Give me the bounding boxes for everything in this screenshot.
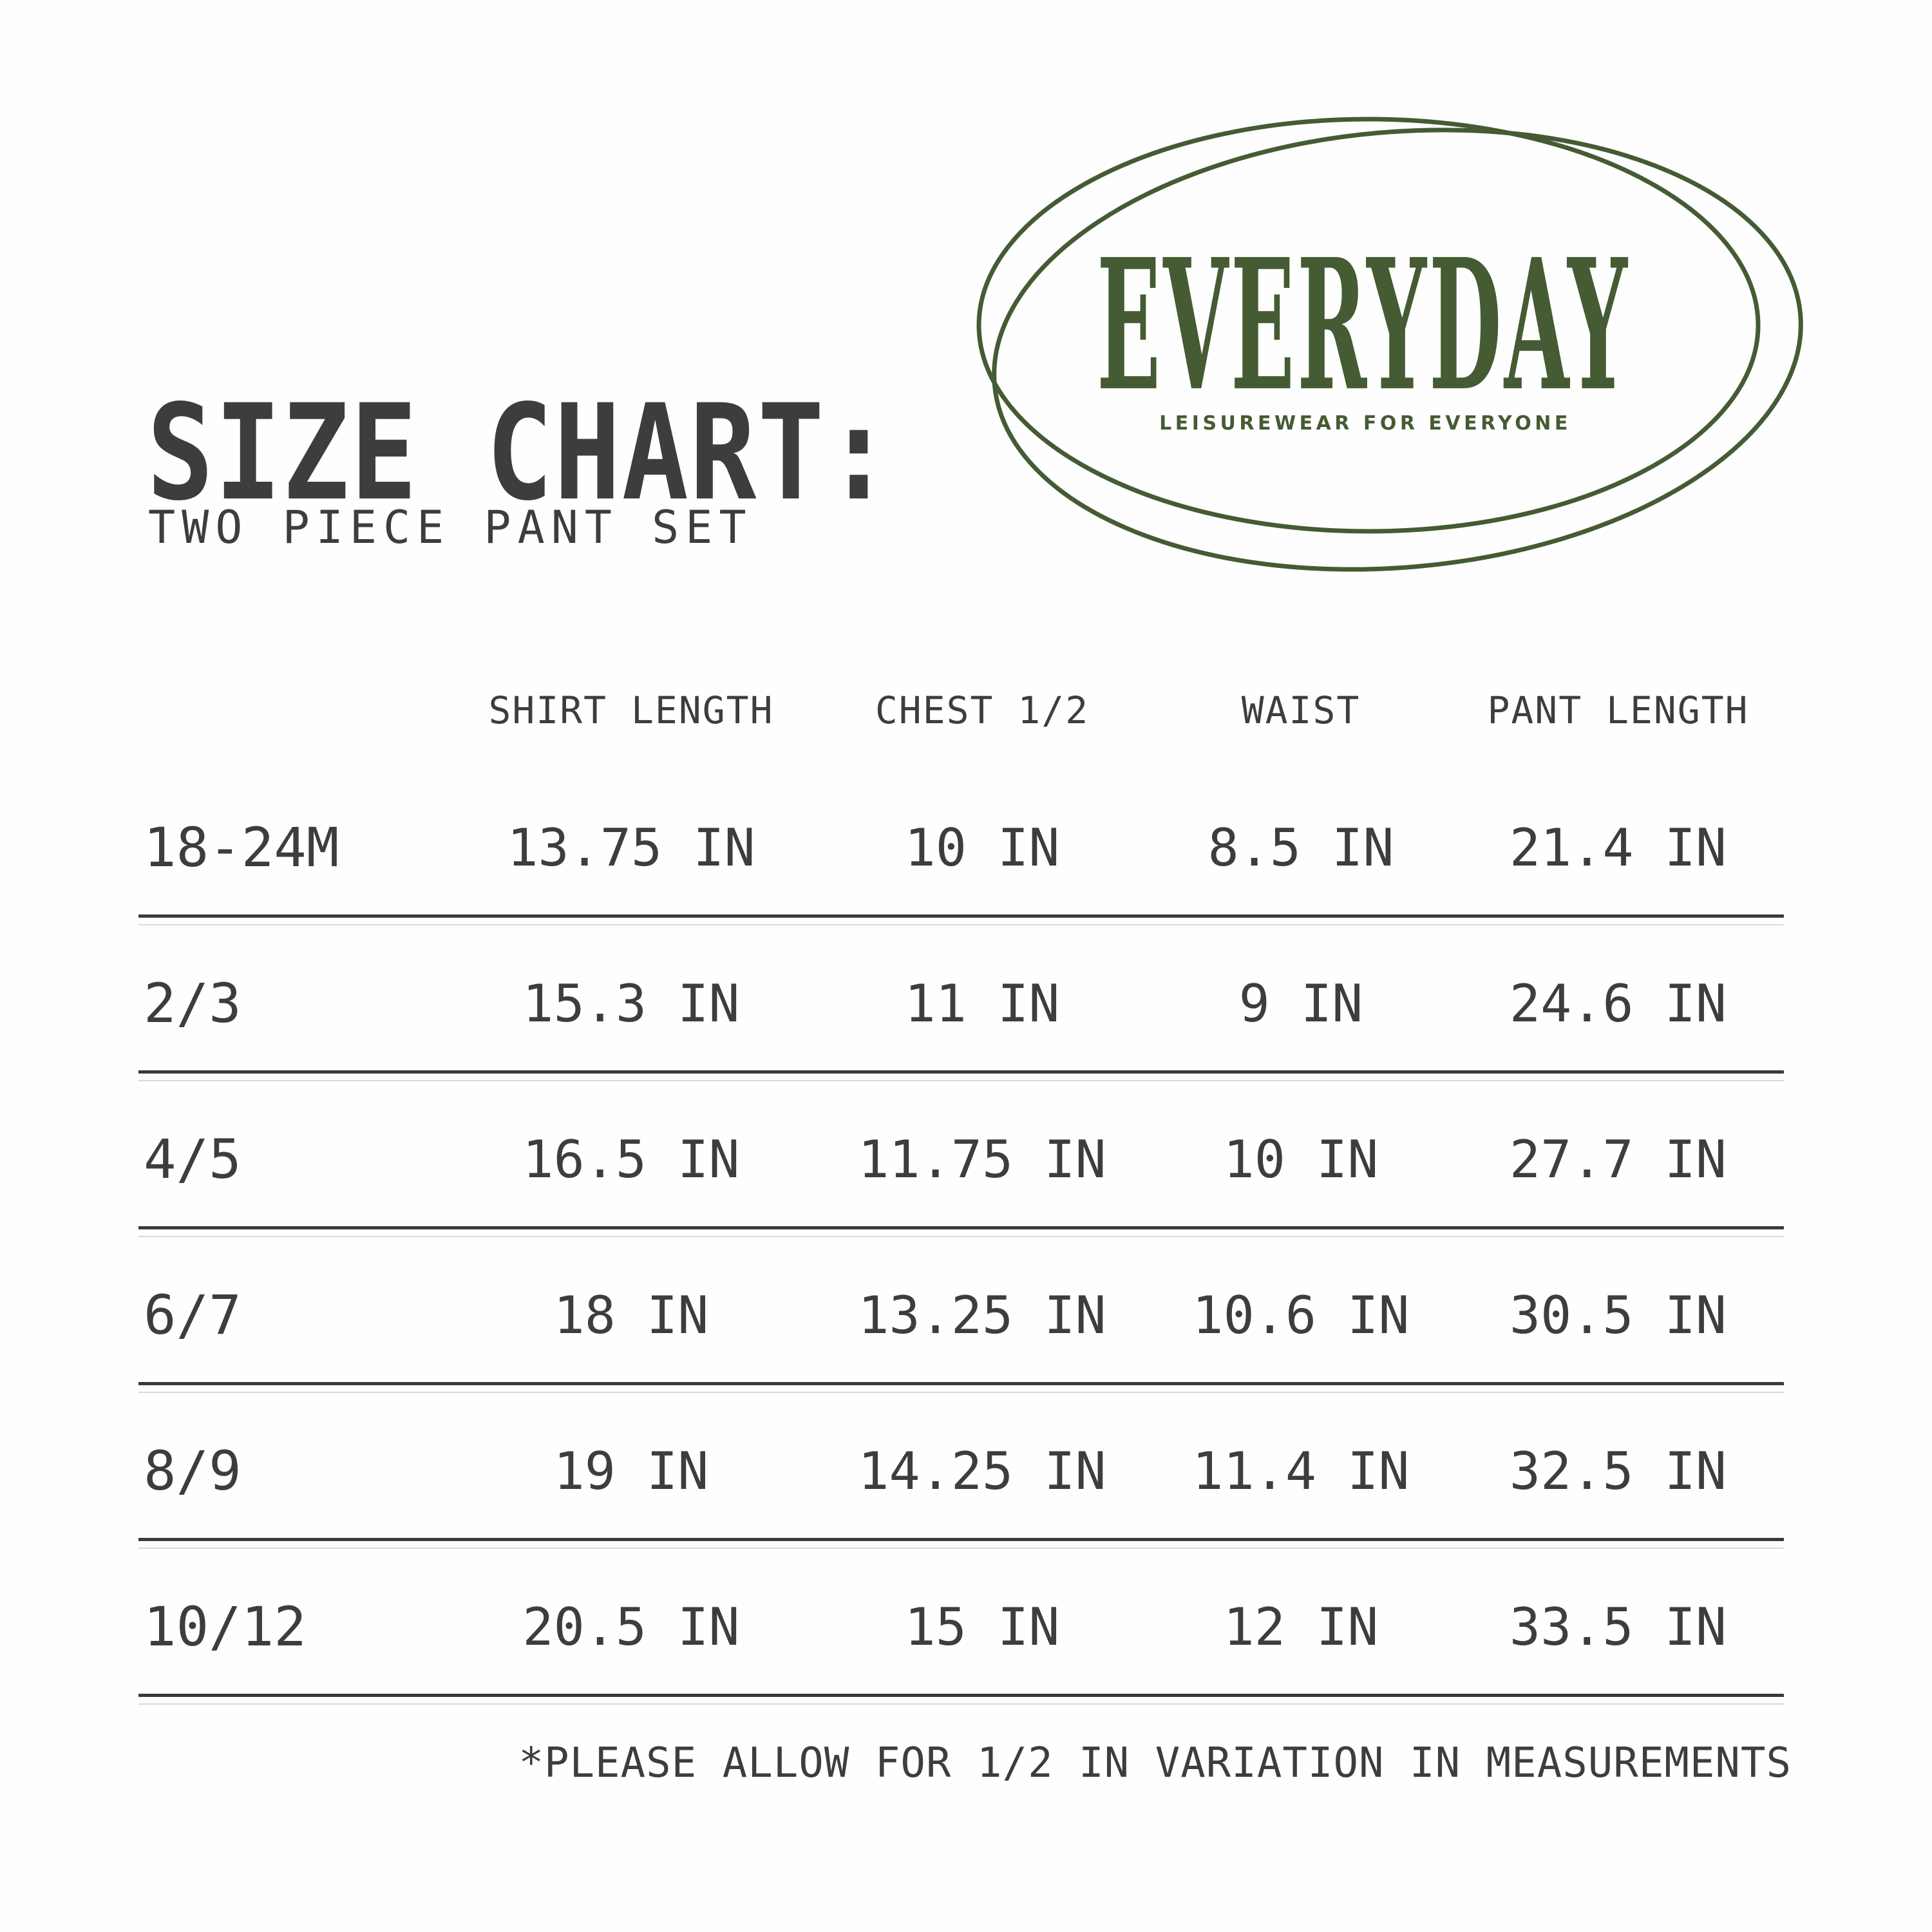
row-size-label: 4/5 <box>144 1128 242 1191</box>
row-pant-length: 30.5 IN <box>1509 1285 1727 1345</box>
row-shirt-length: 13.75 IN <box>507 817 755 878</box>
row-size-label: 2/3 <box>144 972 242 1035</box>
size-table: SHIRT LENGTH CHEST 1/2 WAIST PANT LENGTH… <box>138 650 1784 1705</box>
logo-tagline: LEISUREWEAR FOR EVERYONE <box>1159 412 1571 435</box>
row-size-label: 18-24M <box>144 816 339 879</box>
header-shirt-length: SHIRT LENGTH <box>488 688 774 732</box>
row-size-label: 8/9 <box>144 1439 242 1502</box>
row-chest-half: 13.25 IN <box>858 1285 1106 1345</box>
row-divider <box>138 1226 1784 1237</box>
page-title: SIZE CHART: <box>147 377 893 530</box>
row-shirt-length: 16.5 IN <box>522 1129 740 1189</box>
row-chest-half: 10 IN <box>904 817 1060 878</box>
row-waist: 10.6 IN <box>1192 1285 1410 1345</box>
table-row: 4/5 16.5 IN 11.75 IN 10 IN 27.7 IN <box>138 1081 1784 1237</box>
row-divider <box>138 1694 1784 1705</box>
row-shirt-length: 15.3 IN <box>522 973 740 1034</box>
row-pant-length: 32.5 IN <box>1509 1441 1727 1501</box>
row-chest-half: 14.25 IN <box>858 1441 1106 1501</box>
row-size-label: 6/7 <box>144 1283 242 1347</box>
logo-brand-text: EVERYDAY <box>1097 220 1630 431</box>
row-waist: 9 IN <box>1238 973 1363 1034</box>
logo-ellipse-icon: EVERYDAY LEISUREWEAR FOR EVERYONE <box>976 117 1803 572</box>
row-shirt-length: 19 IN <box>553 1441 709 1501</box>
row-pant-length: 24.6 IN <box>1509 973 1727 1034</box>
size-table-header-row: SHIRT LENGTH CHEST 1/2 WAIST PANT LENGTH <box>138 650 1784 770</box>
row-size-label: 10/12 <box>144 1595 307 1658</box>
row-chest-half: 11 IN <box>904 973 1060 1034</box>
page-subtitle: TWO PIECE PANT SET <box>148 501 753 554</box>
row-shirt-length: 18 IN <box>553 1285 709 1345</box>
row-divider <box>138 1382 1784 1393</box>
measurement-variation-note: *PLEASE ALLOW FOR 1/2 IN VARIATION IN ME… <box>518 1739 1792 1787</box>
table-row: 10/12 20.5 IN 15 IN 12 IN 33.5 IN <box>138 1549 1784 1705</box>
table-row: 2/3 15.3 IN 11 IN 9 IN 24.6 IN <box>138 925 1784 1081</box>
row-divider <box>138 1070 1784 1081</box>
table-row: 18-24M 13.75 IN 10 IN 8.5 IN 21.4 IN <box>138 770 1784 925</box>
row-pant-length: 27.7 IN <box>1509 1129 1727 1189</box>
row-divider <box>138 914 1784 925</box>
row-waist: 12 IN <box>1223 1596 1379 1657</box>
row-waist: 11.4 IN <box>1192 1441 1410 1501</box>
header-chest-half: CHEST 1/2 <box>875 688 1090 732</box>
row-chest-half: 11.75 IN <box>858 1129 1106 1189</box>
row-shirt-length: 20.5 IN <box>522 1596 740 1657</box>
row-pant-length: 21.4 IN <box>1509 817 1727 878</box>
table-row: 6/7 18 IN 13.25 IN 10.6 IN 30.5 IN <box>138 1237 1784 1393</box>
row-divider <box>138 1538 1784 1549</box>
row-waist: 8.5 IN <box>1208 817 1394 878</box>
table-row: 8/9 19 IN 14.25 IN 11.4 IN 32.5 IN <box>138 1393 1784 1549</box>
row-chest-half: 15 IN <box>904 1596 1060 1657</box>
header-pant-length: PANT LENGTH <box>1487 688 1749 732</box>
row-waist: 10 IN <box>1223 1129 1379 1189</box>
brand-logo: EVERYDAY LEISUREWEAR FOR EVERYONE <box>969 113 1806 576</box>
header-waist: WAIST <box>1241 688 1361 732</box>
row-pant-length: 33.5 IN <box>1509 1596 1727 1657</box>
